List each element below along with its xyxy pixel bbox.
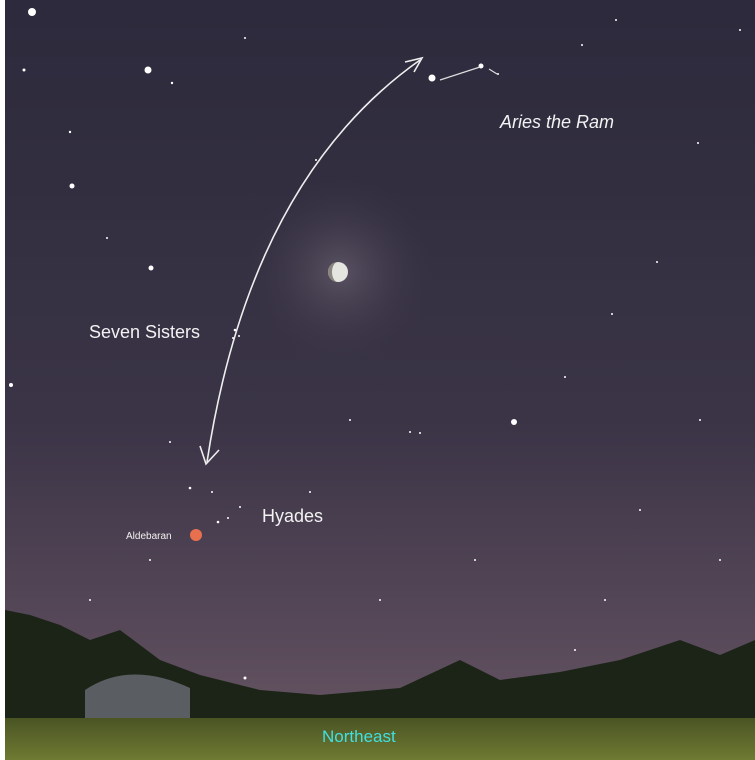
label: Aries the Ram [499,112,614,132]
direction-label: Northeast [322,727,396,746]
sky-chart: Aries the Ram Seven Sisters Hyades Aldeb… [0,0,755,760]
label: Aldebaran [126,531,172,542]
aldebaran-star [190,529,202,541]
label: Hyades [262,506,323,526]
label: Seven Sisters [89,322,200,342]
